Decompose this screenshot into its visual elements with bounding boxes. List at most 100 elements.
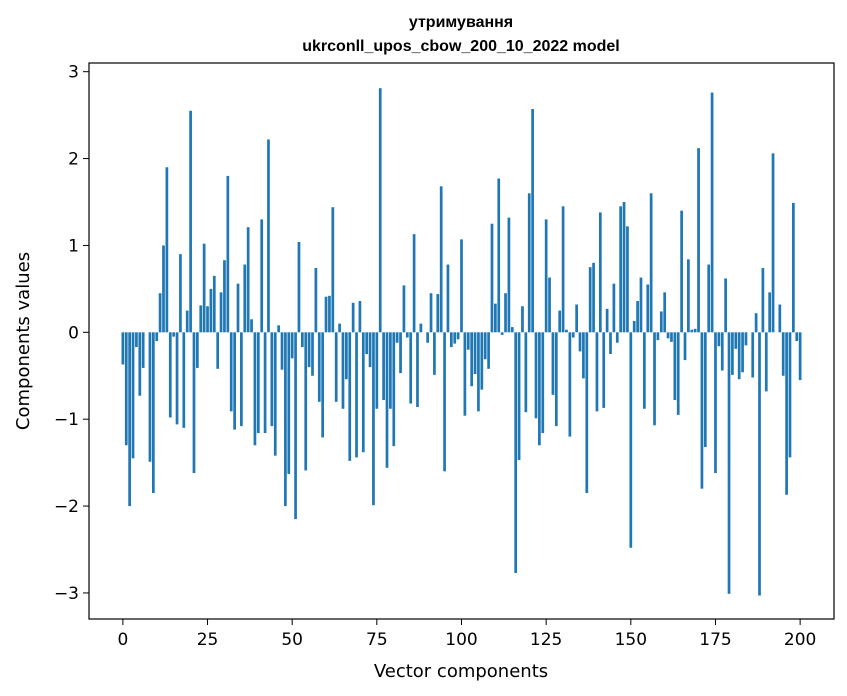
- bar: [314, 268, 318, 333]
- bar: [399, 332, 402, 374]
- bar: [260, 219, 264, 333]
- bar: [578, 332, 582, 352]
- bar: [446, 264, 450, 333]
- bar: [778, 304, 782, 333]
- bar: [277, 325, 280, 333]
- bar: [324, 296, 328, 333]
- x-axis-label: Vector components: [374, 661, 548, 682]
- bar: [412, 234, 416, 333]
- bar: [605, 308, 609, 333]
- bar: [345, 332, 348, 380]
- bar: [751, 332, 755, 378]
- bar: [416, 332, 419, 408]
- bar: [710, 92, 714, 333]
- bar: [666, 332, 670, 339]
- x-axis-ticks: 0 25 50 75 100 125 150 175 200: [117, 619, 816, 650]
- bar: [663, 292, 667, 333]
- bar: [646, 284, 650, 333]
- bar: [521, 306, 524, 333]
- bar: [737, 332, 741, 380]
- bar: [307, 332, 311, 368]
- bar: [497, 178, 501, 333]
- bar: [727, 332, 731, 594]
- y-tick-label: 1: [68, 236, 79, 256]
- bar: [294, 332, 297, 520]
- bar: [209, 288, 213, 333]
- bar: [138, 332, 142, 396]
- bar: [155, 332, 159, 341]
- bar: [409, 332, 413, 404]
- bar: [341, 332, 345, 409]
- bar: [321, 332, 325, 438]
- bar: [270, 332, 274, 427]
- bar: [768, 292, 772, 333]
- bar: [504, 293, 507, 333]
- bar: [449, 332, 453, 348]
- bar: [680, 210, 683, 333]
- bar: [256, 332, 260, 434]
- bar: [639, 277, 643, 333]
- x-tick-label: 50: [281, 630, 303, 650]
- bar: [487, 332, 490, 369]
- bar: [273, 332, 277, 456]
- bar: [697, 148, 700, 333]
- bars-group: [121, 88, 802, 596]
- bar: [196, 332, 199, 368]
- bar: [300, 332, 304, 348]
- bar: [558, 310, 562, 333]
- bar: [216, 332, 220, 369]
- bar: [219, 292, 223, 333]
- bar: [676, 332, 680, 415]
- bar: [202, 243, 206, 333]
- bar: [402, 285, 406, 333]
- bar: [670, 332, 673, 342]
- bar: [643, 332, 646, 409]
- bar: [317, 332, 321, 402]
- bar: [405, 332, 409, 338]
- bar: [182, 332, 186, 428]
- bar: [236, 283, 240, 333]
- bar: [375, 332, 379, 409]
- bar: [524, 332, 528, 413]
- bar: [588, 267, 592, 333]
- bar: [592, 262, 595, 333]
- bar: [131, 332, 135, 459]
- bar: [731, 332, 734, 375]
- bar: [764, 332, 768, 392]
- bar: [619, 206, 623, 333]
- bar: [724, 278, 727, 333]
- bar: [595, 332, 599, 412]
- bar: [304, 332, 308, 471]
- bar: [148, 332, 152, 462]
- x-tick-label: 25: [197, 630, 219, 650]
- y-tick-label: 0: [68, 323, 79, 343]
- bar: [795, 332, 799, 341]
- bar: [510, 327, 514, 333]
- bar: [683, 332, 687, 361]
- bar: [761, 268, 765, 333]
- bar: [494, 303, 497, 333]
- bar: [514, 332, 518, 573]
- x-tick-label: 100: [445, 630, 477, 650]
- bar: [771, 153, 775, 333]
- bar: [121, 332, 125, 365]
- bar: [280, 332, 284, 370]
- bar: [253, 332, 257, 446]
- bar: [636, 301, 639, 333]
- bar: [693, 328, 697, 333]
- bar: [355, 332, 358, 458]
- bar: [477, 332, 480, 412]
- bar: [507, 217, 511, 333]
- bar: [534, 332, 538, 419]
- bar: [629, 332, 633, 548]
- bar: [700, 332, 704, 489]
- bar: [470, 332, 474, 387]
- bar: [561, 206, 565, 333]
- bar: [128, 332, 131, 507]
- bar: [175, 332, 179, 425]
- bar: [311, 332, 314, 376]
- bar: [168, 332, 172, 418]
- bar: [690, 329, 694, 333]
- bar: [135, 332, 138, 348]
